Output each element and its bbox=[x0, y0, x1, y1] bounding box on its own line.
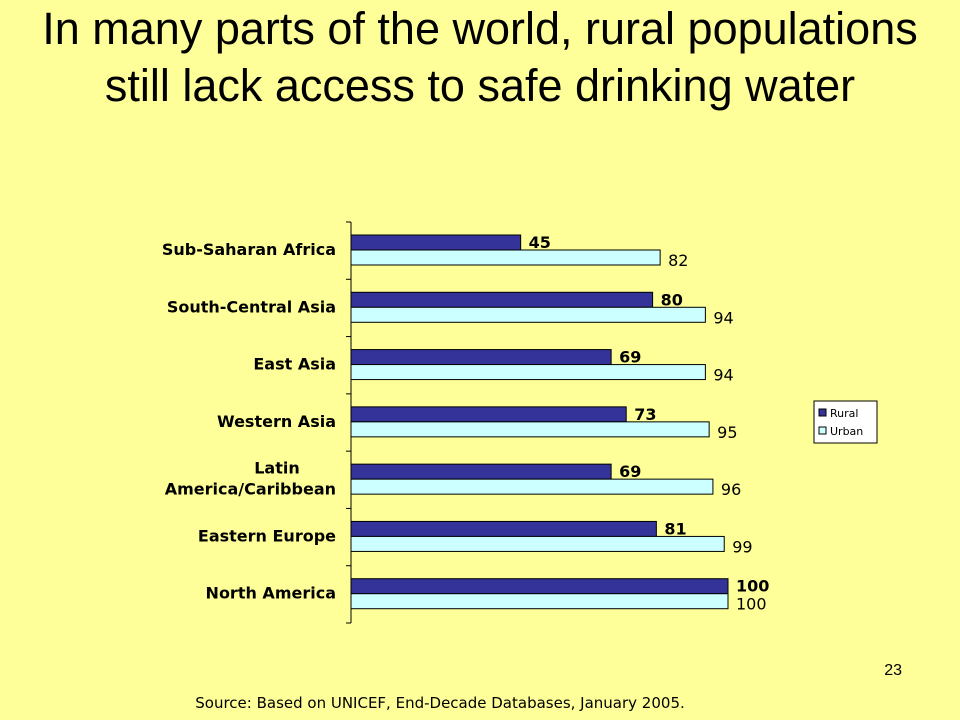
bar-urban bbox=[350, 249, 661, 266]
bar-rural bbox=[350, 406, 627, 423]
legend-swatch-rural bbox=[818, 408, 827, 417]
data-label-rural: 69 bbox=[619, 348, 641, 367]
legend-swatch-urban bbox=[818, 426, 827, 435]
legend-label-rural: Rural bbox=[830, 407, 858, 420]
bar-rural bbox=[350, 463, 612, 480]
data-label-urban: 100 bbox=[736, 595, 767, 614]
data-label-urban: 94 bbox=[713, 366, 733, 385]
category-label: Sub-Saharan Africa bbox=[162, 240, 336, 259]
legend-box bbox=[813, 400, 878, 444]
category-label: East Asia bbox=[253, 355, 336, 374]
bar-rural bbox=[350, 578, 729, 595]
bar-rural bbox=[350, 234, 522, 251]
data-label-rural: 80 bbox=[661, 290, 683, 309]
category-label: North America bbox=[206, 584, 336, 603]
bar-urban bbox=[350, 535, 725, 552]
slide-title: In many parts of the world, rural popula… bbox=[42, 3, 918, 111]
category-label: Latin America/Caribbean bbox=[165, 459, 336, 499]
legend-label-urban: Urban bbox=[830, 425, 863, 438]
data-label-rural: 69 bbox=[619, 462, 641, 481]
data-label-rural: 100 bbox=[736, 577, 769, 596]
bar-urban bbox=[350, 421, 710, 438]
chart-legend: Rural Urban bbox=[813, 400, 878, 444]
category-label: South-Central Asia bbox=[167, 297, 336, 316]
data-label-rural: 45 bbox=[529, 233, 551, 252]
bar-rural bbox=[350, 520, 657, 537]
data-label-urban: 94 bbox=[713, 308, 733, 327]
data-label-urban: 99 bbox=[732, 537, 752, 556]
bar-rural bbox=[350, 349, 612, 366]
data-label-urban: 95 bbox=[717, 423, 737, 442]
bar-rural bbox=[350, 291, 654, 308]
category-label: Eastern Europe bbox=[198, 526, 336, 545]
source-note: Source: Based on UNICEF, End-Decade Data… bbox=[195, 694, 685, 712]
bar-urban bbox=[350, 478, 714, 495]
data-label-urban: 96 bbox=[721, 480, 741, 499]
bar-urban bbox=[350, 364, 706, 381]
data-label-rural: 81 bbox=[664, 519, 686, 538]
bar-urban bbox=[350, 306, 706, 323]
data-label-rural: 73 bbox=[634, 405, 656, 424]
bar-urban bbox=[350, 593, 729, 610]
page-number: 23 bbox=[884, 662, 902, 679]
data-label-urban: 82 bbox=[668, 251, 688, 270]
category-label: Western Asia bbox=[217, 412, 336, 431]
